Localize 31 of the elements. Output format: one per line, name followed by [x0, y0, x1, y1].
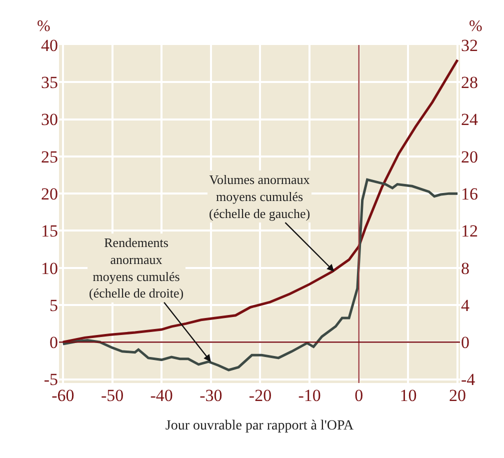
x-tick-label: -40 [150, 386, 173, 405]
y-tick-label: 40 [41, 36, 58, 55]
y2-tick-label: 4 [461, 296, 470, 315]
annotation: Volumes anormaux moyens cumulés (échelle de gauche) [209, 172, 310, 221]
y2-axis-title: % [469, 18, 482, 35]
y-tick-label: 15 [41, 222, 58, 241]
y2-tick-label: 32 [461, 36, 478, 55]
y2-tick-label: 16 [461, 184, 478, 204]
y2-tick-label: 0 [461, 333, 470, 352]
y-tick-label: 5 [50, 296, 58, 315]
x-tick-label: -50 [100, 386, 124, 405]
x-axis-title: Jour ouvrable par rapport à l'OPA [165, 418, 355, 434]
y-axis-title: % [37, 18, 50, 35]
y-tick-label: 10 [41, 258, 58, 278]
x-tick-label: -10 [298, 386, 321, 405]
y2-tick-label: 28 [461, 73, 478, 92]
y-tick-label: 25 [41, 147, 58, 166]
x-tick-label: -20 [248, 386, 272, 405]
y2-tick-label: 20 [461, 147, 478, 166]
y-tick-label: 20 [41, 184, 58, 204]
y-tick-label: 35 [41, 73, 58, 92]
y2-tick-label: 8 [461, 258, 470, 278]
y2-tick-label: 12 [461, 222, 478, 241]
y2-tick-label: 24 [461, 110, 478, 130]
y-tick-label: 30 [41, 110, 58, 130]
x-tick-label: 10 [400, 386, 417, 405]
annotation: Rendements anormaux moyens cumulés (échelle de droite) [89, 235, 184, 301]
y-tick-label: 0 [50, 333, 58, 352]
x-tick-label: -30 [200, 386, 222, 405]
x-tick-label: 0 [354, 386, 364, 405]
line-series [62, 58, 459, 344]
